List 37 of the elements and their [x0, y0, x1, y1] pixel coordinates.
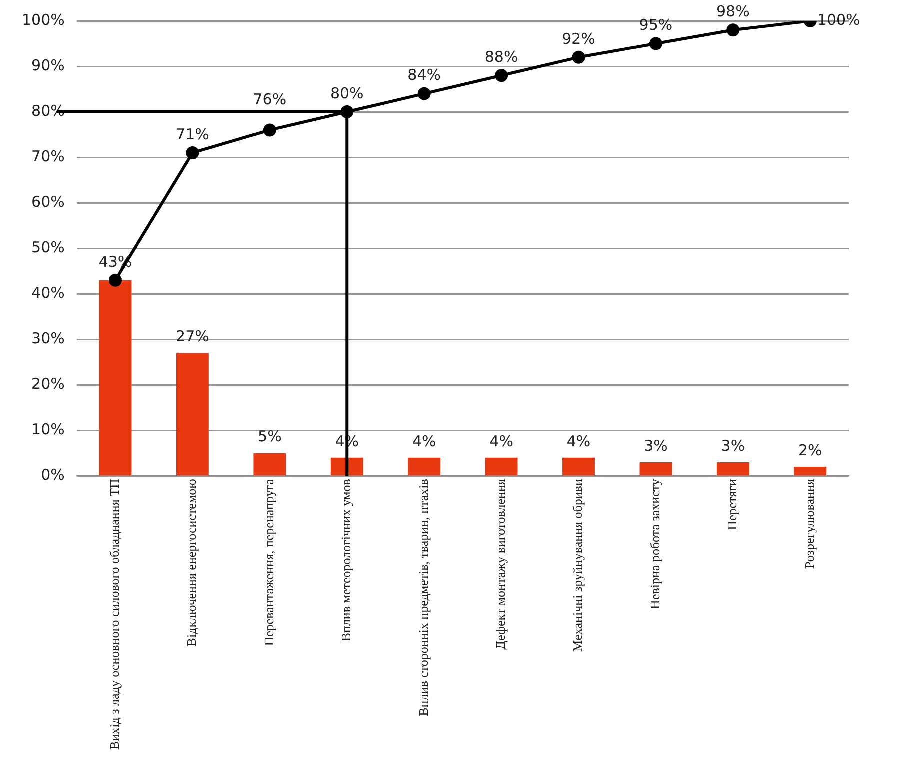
data-label: 100% [817, 10, 860, 29]
y-tick-label: 70% [32, 147, 65, 166]
data-label: 5% [258, 428, 282, 446]
data-label: 4% [566, 432, 591, 450]
data-label: 3% [644, 436, 668, 455]
y-tick-label: 90% [32, 56, 65, 74]
y-tick-label: 60% [32, 192, 65, 211]
x-tick-label: Перевантаження, перенапруга [261, 478, 276, 646]
x-tick-label: Вплив метеорологічних умов [338, 479, 354, 642]
data-label: 3% [721, 436, 746, 455]
x-tick-label: Відключення енергосистемою [184, 478, 200, 647]
y-tick-label: 50% [32, 238, 65, 256]
data-label: 88% [484, 48, 518, 66]
x-tick-label: Вихід з ладу основного силового обладнання ТП [106, 479, 122, 750]
data-label: 95% [639, 16, 673, 34]
x-tick-label: Розрегулювання [802, 479, 817, 570]
data-label: 71% [176, 125, 210, 144]
y-tick-label: 30% [32, 329, 65, 348]
x-tick-label: Вплив сторонніх предметів, тварин, птахів [416, 479, 431, 716]
x-tick-label: Дефект монтажу виготовлення [492, 479, 508, 650]
x-tick-label: Механічні зруйнування обриви [570, 479, 586, 652]
data-label: 27% [176, 328, 210, 346]
data-label: 76% [253, 90, 287, 108]
x-tick-label: Невірна робота захисту [647, 478, 662, 610]
data-label: 92% [562, 30, 596, 48]
data-label: 2% [798, 441, 822, 460]
data-label: 80% [330, 84, 364, 102]
x-tick-label: Перетяги [724, 479, 740, 530]
data-label: 4% [490, 432, 514, 450]
y-tick-label: 100% [22, 10, 65, 29]
y-tick-label: 20% [32, 374, 65, 393]
y-tick-label: 10% [32, 420, 65, 438]
data-label: 84% [408, 66, 442, 84]
y-tick-label: 0% [41, 466, 65, 484]
y-tick-label: 40% [32, 284, 65, 302]
data-label: 98% [716, 2, 750, 20]
data-label: 4% [412, 432, 436, 450]
